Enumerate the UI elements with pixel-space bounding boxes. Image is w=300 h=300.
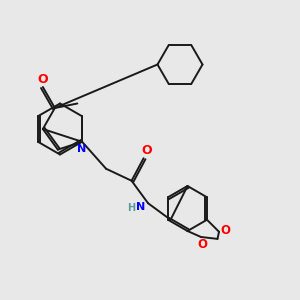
Text: H: H	[128, 203, 136, 213]
Text: O: O	[141, 144, 152, 157]
Text: N: N	[77, 144, 87, 154]
Text: O: O	[38, 73, 48, 86]
Text: N: N	[136, 202, 145, 212]
Text: O: O	[197, 238, 208, 251]
Text: O: O	[220, 224, 231, 237]
